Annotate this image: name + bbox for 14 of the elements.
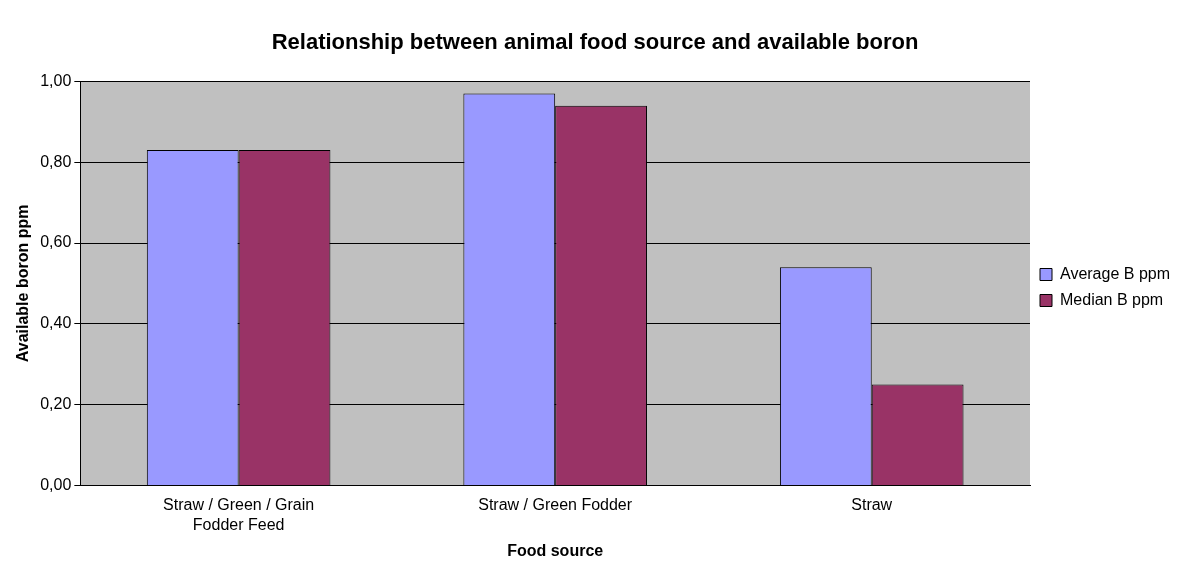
y-tick-label: 0,60 [40,233,72,251]
x-tick-label: Straw / Green / Grain Fodder Feed [163,496,315,533]
legend-label: Median B ppm [1060,290,1164,308]
legend-label: Average B ppm [1060,264,1171,282]
chart-title: Relationship between animal food source and available boron [271,29,919,55]
y-tick-label: 0,20 [40,395,72,413]
y-tick-label: 1,00 [40,71,72,89]
y-tick-label: 0,80 [40,152,72,170]
x-tick-label: Straw [851,496,893,514]
x-tick-label: Straw / Green Fodder [478,496,633,514]
y-axis-title: Available boron ppm [14,204,32,363]
y-tick-label: 0,00 [40,475,72,493]
y-tick-label: 0,40 [40,314,72,332]
x-axis-title: Food source [507,541,604,559]
